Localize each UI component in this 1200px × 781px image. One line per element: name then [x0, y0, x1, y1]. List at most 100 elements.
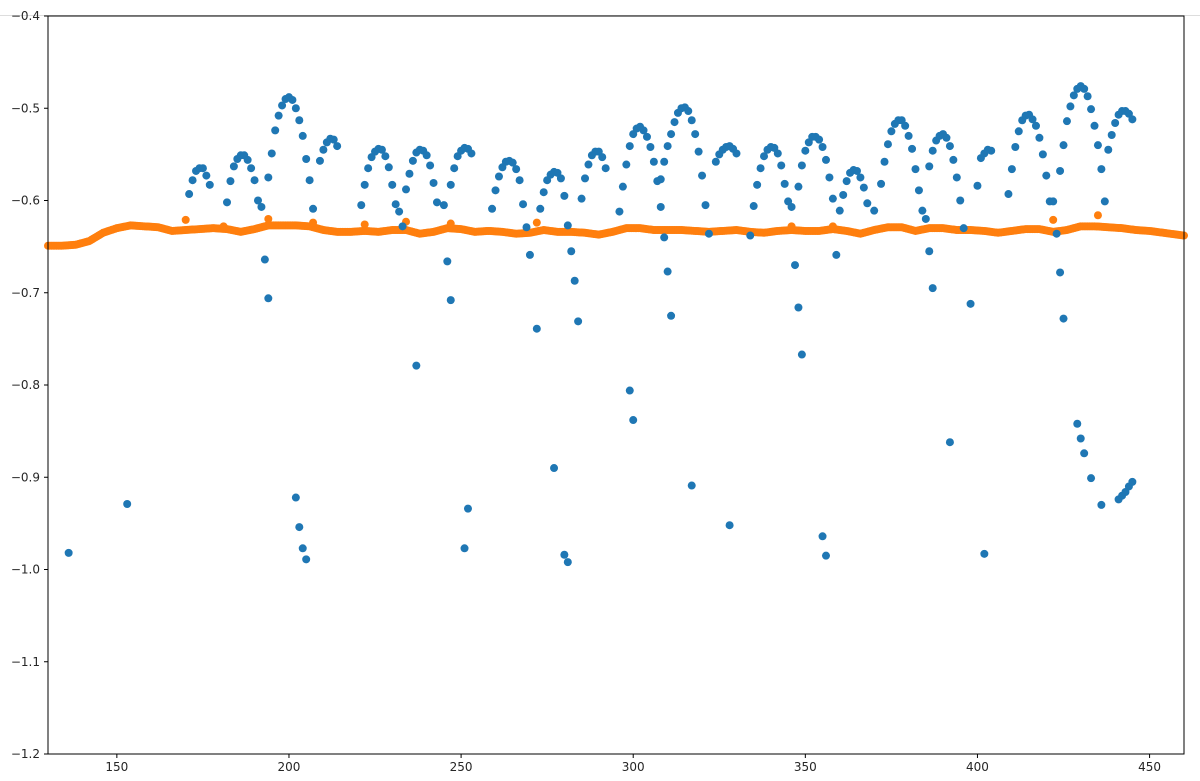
data-point [780, 179, 789, 188]
data-point [670, 118, 679, 127]
data-point [1056, 166, 1065, 175]
data-point [629, 416, 638, 425]
data-point [563, 558, 572, 567]
data-point [1087, 474, 1096, 483]
data-point [625, 386, 634, 395]
data-point [384, 163, 393, 172]
data-point [250, 176, 259, 185]
data-point [791, 261, 800, 270]
data-point [264, 173, 273, 182]
data-point [646, 143, 655, 151]
data-point [450, 164, 459, 173]
data-point [405, 169, 414, 178]
data-point [1111, 119, 1120, 128]
data-point [429, 178, 438, 187]
data-point [525, 250, 534, 259]
data-point [656, 202, 665, 211]
data-point [746, 231, 755, 240]
y-tick-label: −0.7 [11, 286, 40, 300]
data-point [859, 183, 868, 192]
data-point [422, 151, 431, 160]
data-point [1080, 84, 1089, 93]
data-point [1069, 91, 1078, 100]
data-point [660, 157, 669, 166]
data-point [1080, 449, 1089, 458]
data-point [835, 206, 844, 215]
data-point [278, 101, 287, 110]
data-point [825, 173, 834, 182]
data-point [908, 144, 917, 153]
data-point [1093, 141, 1102, 150]
data-point [1073, 419, 1082, 428]
data-point [1087, 105, 1096, 114]
data-point [732, 149, 741, 158]
data-point [188, 176, 197, 185]
y-tick-label: −0.6 [11, 194, 40, 208]
data-point [625, 142, 634, 151]
x-tick-label: 350 [794, 760, 817, 774]
data-point [512, 165, 521, 174]
data-point [918, 206, 927, 215]
data-point [463, 504, 472, 513]
data-point [911, 165, 920, 174]
data-point [388, 180, 397, 189]
data-point [1038, 150, 1047, 159]
data-point [749, 202, 758, 211]
data-point [574, 317, 583, 326]
data-point [667, 130, 676, 139]
data-point [185, 190, 194, 199]
data-point [288, 95, 297, 104]
data-point [794, 182, 803, 191]
data-point [439, 201, 448, 210]
data-point [1007, 165, 1016, 174]
plot-frame [47, 15, 1185, 755]
data-point [1042, 171, 1051, 180]
data-point [901, 121, 910, 130]
data-point [291, 104, 300, 113]
data-point [821, 155, 830, 164]
data-point [1014, 127, 1023, 136]
data-point [377, 145, 386, 154]
data-point [880, 157, 889, 166]
data-point [247, 164, 256, 173]
data-point [556, 174, 565, 183]
data-point [1100, 197, 1109, 206]
x-tick-label: 250 [450, 760, 473, 774]
data-point [921, 214, 930, 223]
data-point [942, 133, 951, 142]
data-point [642, 132, 651, 141]
data-point [123, 500, 132, 508]
data-point [863, 199, 872, 208]
data-point [560, 191, 569, 200]
data-point [584, 160, 593, 169]
data-point [1097, 500, 1106, 509]
data-point [364, 164, 373, 173]
data-point [615, 207, 624, 216]
data-point [360, 180, 369, 189]
data-point [725, 521, 734, 530]
data-point [315, 156, 324, 165]
data-point [959, 224, 968, 233]
y-tick-label: −1.2 [11, 747, 40, 761]
data-point [536, 204, 545, 213]
data-point [797, 350, 806, 359]
data-point [257, 202, 266, 211]
data-point [649, 157, 658, 166]
data-point [756, 164, 765, 173]
data-point [815, 135, 824, 144]
data-point [870, 206, 879, 215]
data-point [973, 181, 982, 190]
data-point [491, 186, 500, 195]
data-point [828, 222, 837, 231]
y-tick-label: −1.1 [11, 655, 40, 669]
data-point [295, 116, 304, 125]
data-point [818, 143, 827, 151]
series-blue [64, 82, 1137, 567]
data-point [945, 438, 954, 447]
data-point [1083, 92, 1092, 101]
data-point [1062, 117, 1071, 126]
data-point [956, 196, 965, 205]
data-point [229, 162, 238, 171]
data-point [639, 126, 648, 135]
x-tick-label: 150 [105, 760, 128, 774]
